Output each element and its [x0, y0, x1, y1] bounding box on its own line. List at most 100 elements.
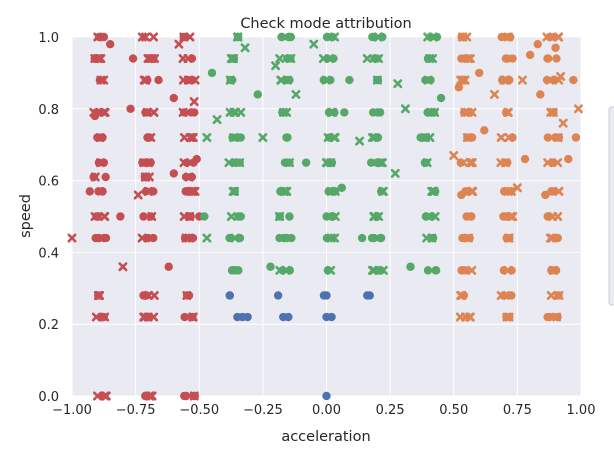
circle-marker-point — [225, 291, 234, 300]
y-tick-label: 0.8 — [38, 103, 59, 118]
circle-marker-point — [143, 312, 152, 322]
x-marker-point — [212, 115, 222, 125]
x-marker-point — [552, 312, 562, 322]
legend-box — [608, 106, 614, 306]
circle-marker-point — [475, 68, 484, 78]
circle-marker-point — [426, 75, 435, 85]
circle-marker-point — [226, 75, 235, 85]
circle-marker-point — [367, 233, 377, 243]
circle-marker-point — [569, 75, 578, 85]
circle-marker-point — [372, 158, 382, 167]
circle-marker-point — [179, 32, 188, 42]
circle-marker-point — [90, 111, 100, 121]
circle-marker-point — [503, 212, 513, 221]
circle-marker-point — [97, 108, 107, 117]
x-marker-point — [467, 265, 477, 275]
circle-marker-point — [503, 158, 512, 167]
x-marker-point — [400, 104, 410, 114]
x-marker-point — [512, 183, 522, 193]
x-marker-point — [369, 265, 379, 275]
circle-marker-point — [533, 39, 542, 49]
data-points — [67, 32, 583, 401]
x-marker-point — [99, 212, 109, 221]
x-marker-point — [328, 107, 338, 117]
circle-marker-point — [89, 172, 98, 182]
circle-marker-point — [284, 312, 293, 322]
y-axis-label: speed — [18, 194, 34, 238]
circle-marker-point — [285, 266, 295, 275]
x-marker-point — [149, 107, 159, 117]
x-marker-point — [280, 186, 290, 196]
x-marker-point — [230, 186, 240, 196]
x-marker-point — [189, 391, 199, 401]
x-marker-point — [100, 312, 110, 322]
x-marker-point — [271, 61, 281, 71]
x-marker-point — [322, 158, 332, 168]
x-marker-point — [240, 43, 250, 53]
x-marker-point — [93, 290, 103, 300]
x-marker-point — [183, 54, 193, 64]
circle-marker-point — [187, 172, 197, 182]
circle-marker-point — [376, 233, 385, 243]
circle-marker-point — [188, 233, 198, 243]
circle-marker-point — [141, 172, 150, 182]
x-marker-point — [554, 186, 564, 196]
x-tick-label: −0.75 — [116, 403, 156, 418]
circle-marker-point — [126, 104, 135, 114]
x-marker-point — [573, 104, 583, 114]
x-tick-label: 0.00 — [312, 403, 341, 418]
x-marker-point — [422, 158, 432, 168]
x-axis-label: acceleration — [281, 429, 370, 445]
x-marker-point — [118, 262, 128, 272]
x-marker-point — [225, 107, 235, 117]
circle-marker-point — [329, 54, 338, 63]
x-marker-point — [285, 54, 295, 64]
circle-marker-point — [366, 158, 376, 167]
x-marker-point — [276, 75, 286, 85]
x-marker-point — [501, 75, 511, 85]
circle-marker-point — [181, 391, 191, 401]
circle-marker-point — [432, 32, 442, 42]
circle-marker-point — [146, 212, 156, 221]
x-marker-point — [133, 190, 143, 200]
circle-marker-point — [505, 32, 514, 42]
x-marker-point — [182, 290, 192, 300]
circle-marker-point — [101, 233, 111, 243]
x-marker-point — [393, 79, 403, 89]
x-tick-label: 0.50 — [439, 403, 468, 418]
x-marker-point — [465, 158, 475, 168]
circle-marker-point — [373, 75, 383, 85]
x-marker-point — [145, 54, 155, 64]
circle-marker-point — [327, 312, 336, 322]
x-marker-point — [186, 133, 196, 143]
x-marker-point — [429, 186, 439, 196]
x-marker-point — [545, 233, 555, 243]
x-tick-label: −0.25 — [243, 403, 283, 418]
circle-marker-point — [192, 154, 201, 164]
circle-marker-point — [507, 291, 516, 300]
circle-marker-point — [357, 233, 367, 243]
chart-title: Check mode attribution — [240, 16, 411, 32]
circle-marker-point — [200, 212, 209, 221]
circle-marker-point — [323, 32, 332, 42]
circle-marker-point — [553, 233, 563, 243]
circle-marker-point — [180, 108, 189, 117]
grid-lines — [71, 36, 582, 397]
circle-marker-point — [543, 54, 553, 63]
circle-marker-point — [236, 133, 245, 142]
circle-marker-point — [375, 108, 385, 117]
x-marker-point — [141, 32, 151, 42]
x-marker-point — [93, 54, 103, 64]
circle-marker-point — [93, 133, 102, 142]
circle-marker-point — [319, 291, 329, 300]
y-tick-labels: 0.0 0.2 0.4 0.6 0.8 1.0 — [38, 31, 59, 405]
circle-marker-point — [279, 233, 289, 243]
x-marker-point — [258, 133, 268, 143]
x-marker-point — [190, 186, 200, 196]
circle-marker-point — [422, 212, 431, 221]
circle-marker-point — [466, 212, 476, 221]
circle-marker-point — [273, 291, 283, 300]
x-marker-point — [489, 89, 499, 99]
circle-marker-point — [503, 54, 512, 63]
x-marker-point — [275, 265, 285, 275]
